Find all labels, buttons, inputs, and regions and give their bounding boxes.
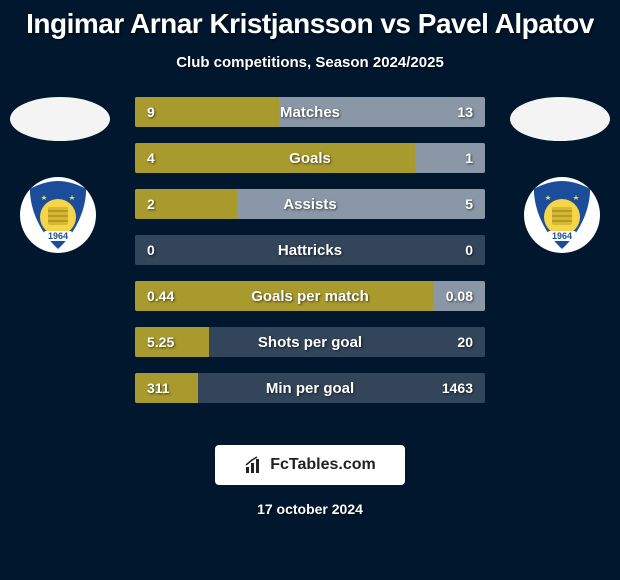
stat-value-left: 0 [135, 235, 167, 265]
stat-value-right: 20 [445, 327, 485, 357]
comparison-card: Ingimar Arnar Kristjansson vs Pavel Alpa… [0, 0, 620, 580]
player-left-club-badge: 1964 [18, 175, 98, 255]
svg-text:1964: 1964 [48, 231, 68, 241]
stat-value-left: 5.25 [135, 327, 186, 357]
stat-value-right: 5 [453, 189, 485, 219]
stat-row: Matches9 13 [135, 97, 485, 127]
brand-badge[interactable]: FcTables.com [215, 445, 405, 485]
stat-row: Goals4 1 [135, 143, 485, 173]
stat-value-right: 0 [453, 235, 485, 265]
stat-label: Goals [135, 143, 485, 173]
stat-value-left: 9 [135, 97, 167, 127]
chart-icon [244, 455, 264, 475]
brand-label: FcTables.com [270, 456, 376, 474]
stat-row: Goals per match0.44 0.08 [135, 281, 485, 311]
stat-label: Assists [135, 189, 485, 219]
shield-icon: 1964 [522, 175, 602, 255]
player-right-avatar [510, 97, 610, 141]
page-title: Ingimar Arnar Kristjansson vs Pavel Alpa… [0, 8, 620, 40]
date-label: 17 october 2024 [0, 501, 620, 517]
player-left-avatar [10, 97, 110, 141]
stat-value-right: 1 [453, 143, 485, 173]
subtitle: Club competitions, Season 2024/2025 [0, 54, 620, 71]
stat-value-left: 0.44 [135, 281, 186, 311]
player-right-club-badge: 1964 [522, 175, 602, 255]
stat-row: Hattricks0 0 [135, 235, 485, 265]
stat-label: Goals per match [135, 281, 485, 311]
stat-label: Hattricks [135, 235, 485, 265]
stat-row: Assists2 5 [135, 189, 485, 219]
stat-value-left: 4 [135, 143, 167, 173]
stat-value-left: 2 [135, 189, 167, 219]
stat-row: Shots per goal5.25 20 [135, 327, 485, 357]
svg-text:1964: 1964 [552, 231, 572, 241]
shield-icon: 1964 [18, 175, 98, 255]
stat-value-right: 13 [445, 97, 485, 127]
stat-value-right: 1463 [430, 373, 485, 403]
stat-value-left: 311 [135, 373, 182, 403]
stat-value-right: 0.08 [434, 281, 485, 311]
stat-label: Shots per goal [135, 327, 485, 357]
main-area: 1964 1964 Matches9 13 Goals4 1 Assists2 5 Hatt… [0, 97, 620, 427]
stats-chart: Matches9 13 Goals4 1 Assists2 5 Hattricks0 0 Goa… [135, 97, 485, 419]
stat-label: Matches [135, 97, 485, 127]
stat-row: Min per goal3111463 [135, 373, 485, 403]
